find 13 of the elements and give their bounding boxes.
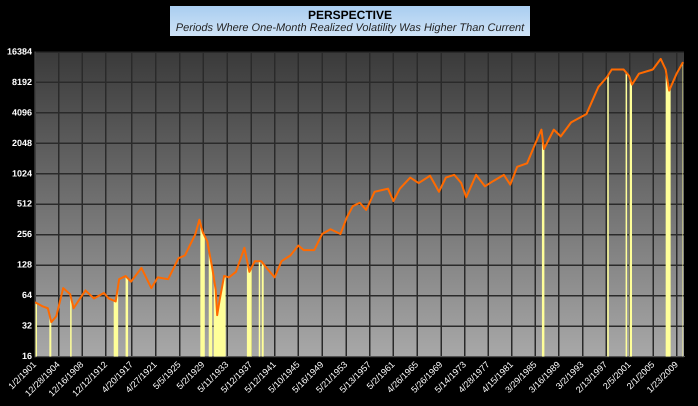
y-tick-label: 32	[22, 320, 32, 331]
chart-subtitle: Periods Where One-Month Realized Volatility Was Higher Than Current	[174, 22, 526, 34]
y-tick-label: 64	[22, 290, 32, 300]
y-tick-label: 256	[16, 229, 32, 240]
y-tick-label: 16384	[6, 46, 32, 56]
y-tick-label: 512	[16, 198, 32, 209]
y-tick-label: 1024	[12, 168, 32, 178]
y-tick-label: 2048	[12, 138, 32, 148]
chart-title: PERSPECTIVE	[306, 8, 394, 22]
y-tick-label: 128	[16, 260, 32, 270]
y-tick-label: 8192	[12, 76, 32, 87]
y-tick-label: 16	[22, 350, 32, 361]
y-tick-label: 4096	[12, 107, 32, 118]
